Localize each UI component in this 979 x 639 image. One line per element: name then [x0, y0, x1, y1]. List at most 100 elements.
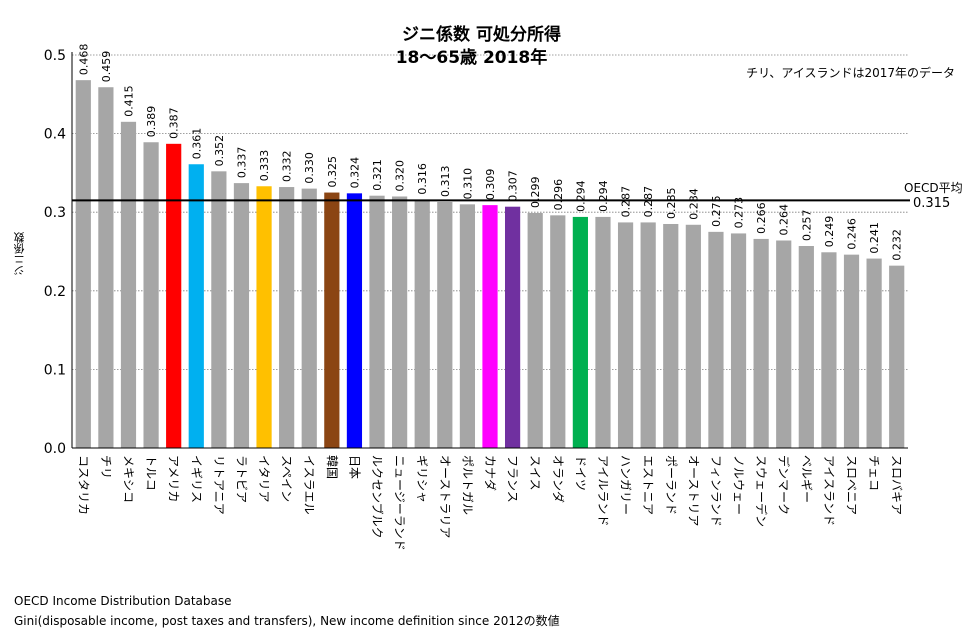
bar [843, 254, 860, 448]
category-labels: コスタリカ チリ メキシコ トルコ アメリカ イギリス リトアニア ラトビア イタリア スペインイ… [76, 455, 903, 551]
bar [120, 121, 137, 448]
bar [166, 143, 182, 448]
bar [753, 238, 769, 448]
category-label: イタリア [257, 455, 271, 503]
bar [572, 216, 588, 448]
bar [414, 199, 430, 448]
value-label: 0.352 [213, 135, 226, 167]
category-label: リトアニア [212, 455, 226, 515]
chart-title-line1: ジニ係数 可処分所得 [402, 25, 561, 45]
category-label: ラトビア [234, 455, 248, 503]
value-label: 0.387 [168, 107, 181, 139]
value-label: 0.307 [507, 170, 520, 202]
bar [708, 231, 724, 448]
category-label: ハンガリー [619, 455, 633, 515]
category-label: スウェーデン [754, 455, 769, 527]
bar [392, 196, 408, 448]
value-label: 0.330 [303, 152, 316, 184]
source-line2: Gini(disposable income, post taxes and t… [14, 614, 560, 628]
bar [346, 193, 363, 448]
axes: 0.0 0.1 0.2 0.3 0.4 0.5 [44, 48, 908, 457]
value-label: 0.320 [394, 160, 407, 192]
bar [233, 183, 250, 449]
bar [143, 142, 159, 448]
bar [685, 224, 701, 448]
category-label: アイスランド [822, 455, 836, 526]
y-tick-label: 0.1 [44, 362, 66, 378]
value-label: 0.299 [529, 176, 542, 208]
category-label: オーストラリア [438, 455, 452, 538]
category-label: スロバキア [890, 455, 904, 515]
category-label: チェコ [867, 455, 881, 491]
bar [504, 206, 521, 448]
bar [798, 245, 814, 448]
category-label: スイス [528, 455, 542, 491]
value-label: 0.249 [823, 216, 836, 248]
y-tick-label: 0.2 [44, 284, 66, 300]
category-label: ベルギー [799, 455, 813, 503]
value-labels: 0.468 0.459 0.415 0.389 0.387 0.361 0.352 0.337… [77, 44, 903, 261]
bar [301, 188, 317, 448]
value-label: 0.287 [620, 186, 633, 218]
value-label: 0.361 [190, 128, 203, 160]
value-label: 0.285 [665, 187, 678, 219]
category-label: ポーランド [664, 455, 678, 515]
value-label: 0.337 [235, 147, 248, 179]
value-label: 0.389 [145, 106, 158, 138]
bar [482, 205, 498, 448]
value-label: 0.257 [800, 209, 813, 241]
value-label: 0.287 [642, 186, 655, 218]
category-label: 日本 [347, 455, 361, 479]
bar [188, 164, 204, 448]
bar [369, 195, 385, 448]
bar [663, 223, 679, 448]
value-label: 0.316 [416, 163, 429, 195]
bar [550, 215, 566, 448]
value-label: 0.294 [597, 180, 610, 212]
category-label: オーストリア [686, 455, 700, 526]
category-label: ドイツ [573, 455, 587, 491]
category-label: コスタリカ [76, 455, 90, 515]
data-year-note: チリ、アイスランドは2017年のデータ [746, 66, 955, 80]
value-label: 0.459 [100, 51, 113, 83]
value-label: 0.332 [281, 151, 294, 183]
bar [256, 186, 272, 448]
bar [617, 222, 634, 448]
source-line1: OECD Income Distribution Database [14, 594, 232, 608]
y-tick-label: 0.5 [44, 48, 66, 64]
category-label: イスラエル [302, 455, 316, 515]
chart-title-line2: 18～65歳 2018年 [395, 48, 548, 68]
value-label: 0.232 [891, 229, 904, 261]
value-label: 0.266 [755, 202, 768, 234]
bar [730, 233, 747, 448]
value-label: 0.284 [687, 188, 700, 220]
bar [866, 258, 882, 448]
category-label: イギリス [189, 455, 203, 503]
value-label: 0.264 [778, 204, 791, 236]
value-label: 0.313 [439, 165, 452, 197]
value-label: 0.275 [710, 195, 723, 227]
bar [98, 87, 114, 448]
value-label: 0.415 [122, 85, 135, 117]
bar [640, 222, 656, 448]
category-label: ニュージーランド [393, 455, 407, 551]
bar [821, 252, 837, 448]
y-tick-label: 0.0 [44, 441, 66, 457]
category-label: 韓国 [325, 455, 339, 479]
category-label: メキシコ [121, 455, 135, 503]
bar [459, 204, 476, 448]
oecd-average-label: OECD平均 [904, 181, 963, 195]
bar [527, 212, 543, 448]
category-label: ノルウェー [732, 455, 746, 515]
value-label: 0.325 [326, 156, 339, 188]
category-label: デンマーク [777, 455, 792, 515]
bar [776, 240, 792, 448]
value-label: 0.468 [77, 44, 90, 76]
category-label: エストニア [641, 455, 655, 515]
bar [279, 187, 295, 448]
y-tick-label: 0.4 [44, 127, 66, 143]
value-label: 0.294 [574, 180, 587, 212]
category-label: スロベニア [845, 455, 859, 515]
value-label: 0.321 [371, 159, 384, 191]
